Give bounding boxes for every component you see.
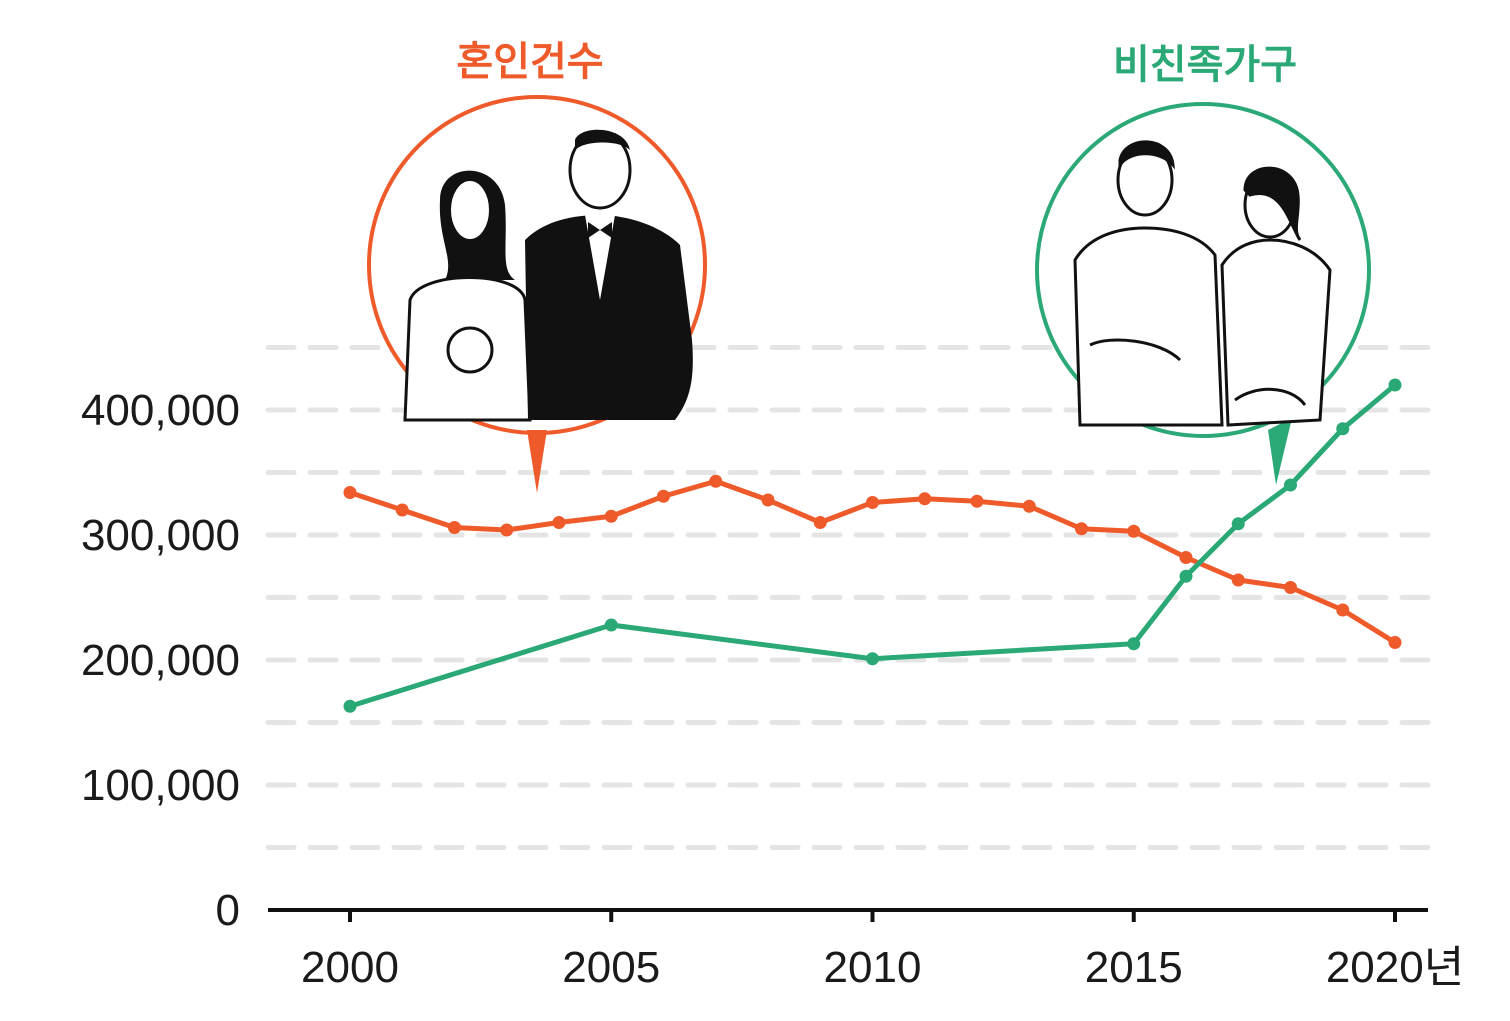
household-icon-group [1035, 102, 1371, 485]
series-label-marriage: 혼인건수 [456, 39, 603, 85]
data-point [1075, 522, 1088, 536]
series-label-household: 비친족가구 [1113, 42, 1297, 88]
y-tick-label: 300,000 [81, 511, 240, 560]
marriage-icon-group [367, 95, 707, 493]
data-point [1127, 637, 1141, 651]
x-tick-label: 2010 [824, 943, 922, 992]
data-point [761, 493, 775, 507]
data-point [1022, 499, 1036, 513]
data-point [1231, 573, 1245, 587]
data-point [604, 618, 618, 632]
data-point [1179, 551, 1193, 564]
data-point [1388, 636, 1402, 649]
data-point [1336, 603, 1350, 617]
data-point [1127, 524, 1141, 538]
data-point [866, 652, 879, 666]
data-point [552, 516, 566, 529]
x-axis: 2000 2005 2010 2015 2020년 [268, 908, 1464, 992]
data-point [395, 503, 409, 517]
data-point [1284, 478, 1297, 492]
data-point [1179, 569, 1193, 583]
y-tick-label: 200,000 [81, 636, 240, 685]
data-point [970, 494, 984, 508]
y-axis: 0 100,000 200,000 300,000 400,000 [81, 386, 240, 935]
data-point [918, 492, 932, 506]
x-tick-label: 2005 [562, 943, 660, 992]
y-tick-label: 400,000 [81, 386, 240, 435]
x-tick-label: 2020년 [1326, 943, 1464, 992]
data-point [813, 516, 827, 529]
data-point [343, 699, 357, 713]
series-group [343, 378, 1402, 713]
data-point [343, 486, 357, 499]
data-point [604, 509, 618, 523]
marriage-callout-pointer [527, 430, 547, 493]
data-point [709, 474, 723, 488]
household-callout-pointer [1268, 418, 1292, 485]
y-tick-label: 0 [216, 886, 240, 935]
data-point [866, 496, 879, 509]
data-point [500, 523, 514, 537]
data-point [1336, 422, 1350, 436]
data-point [1231, 517, 1245, 531]
two-people-icon [1073, 140, 1332, 427]
x-tick-label: 2015 [1085, 943, 1183, 992]
data-point [1284, 581, 1297, 594]
x-tick-label: 2000 [301, 943, 399, 992]
y-tick-label: 100,000 [81, 761, 240, 810]
wedding-couple-icon [403, 129, 693, 422]
data-point [657, 489, 670, 503]
data-point [1388, 378, 1402, 392]
data-point [448, 521, 461, 534]
